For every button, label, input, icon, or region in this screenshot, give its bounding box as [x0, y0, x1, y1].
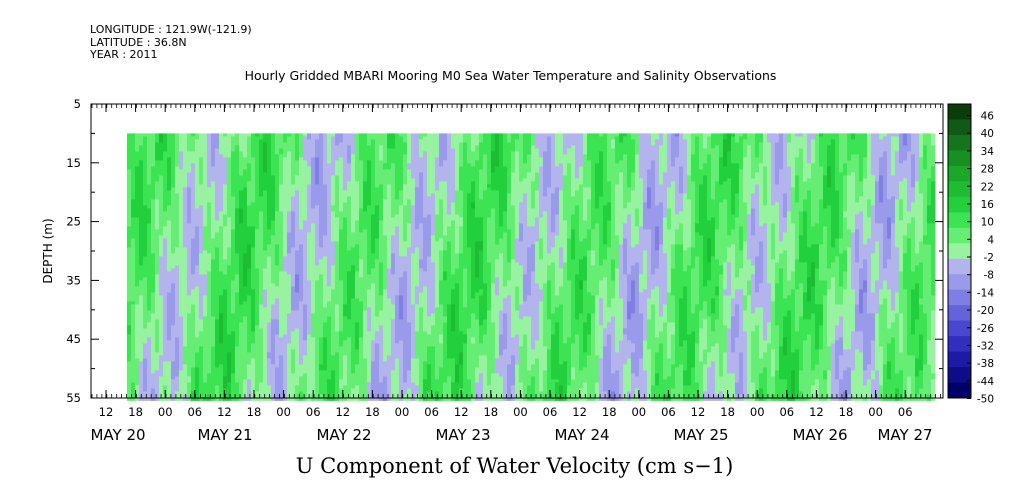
x-tick-label: 12 [217, 405, 232, 419]
x-tick-label: 12 [572, 405, 587, 419]
metadata-block: LONGITUDE : 121.9W(-121.9) LATITUDE : 36… [90, 23, 252, 62]
x-date-label: MAY 27 [877, 426, 932, 444]
colorbar-swatch [948, 196, 971, 213]
x-tick-label: 00 [631, 405, 646, 419]
x-tick-label: 00 [395, 405, 410, 419]
colorbar-label: -2 [984, 252, 994, 264]
colorbar-swatch [948, 382, 971, 399]
x-date-label: MAY 20 [90, 426, 145, 444]
year-label: YEAR : 2011 [90, 48, 158, 61]
colorbar-label: 16 [981, 199, 995, 211]
y-tick-label: 45 [66, 332, 81, 346]
y-tick-label: 35 [66, 273, 81, 287]
x-tick-label: 00 [750, 405, 765, 419]
x-tick-label: 12 [691, 405, 706, 419]
colorbar-label: -26 [977, 323, 994, 335]
longitude-label: LONGITUDE : 121.9W(-121.9) [90, 23, 252, 36]
x-tick-label: 18 [365, 405, 380, 419]
colorbar-swatch [948, 181, 971, 198]
colorbar-label: 10 [981, 217, 994, 229]
x-tick-label: 18 [483, 405, 498, 419]
latitude-label: LATITUDE : 36.8N [90, 35, 187, 49]
x-tick-label: 06 [543, 405, 558, 419]
colorbar-swatch [948, 243, 971, 260]
x-tick-label: 06 [661, 405, 676, 419]
x-tick-label: 06 [187, 405, 202, 419]
colorbar-swatch [948, 227, 971, 244]
x-date-label: MAY 23 [435, 426, 490, 444]
colorbar-swatch [948, 305, 971, 322]
x-tick-label: 00 [276, 405, 291, 419]
colorbar-swatch [948, 104, 971, 120]
x-minor-ticks [91, 104, 941, 398]
colorbar-swatch [948, 119, 971, 136]
colorbar-swatch [948, 258, 971, 275]
x-tick-label: 06 [898, 405, 913, 419]
colorbar-label: -8 [984, 270, 994, 282]
x-tick-label: 12 [809, 405, 824, 419]
x-date-label: MAY 25 [673, 426, 728, 444]
colorbar-label: -50 [977, 394, 994, 406]
x-tick-label: 18 [247, 405, 262, 419]
colorbar-label: -32 [977, 340, 994, 352]
colorbar-label: 40 [981, 128, 994, 140]
heatmap-field [127, 133, 936, 401]
colorbar-swatch [948, 134, 971, 151]
colorbar-label: 34 [981, 146, 995, 158]
colorbar-label: -14 [977, 287, 994, 299]
y-tick-label: 15 [66, 156, 81, 170]
x-date-label: MAY 21 [197, 426, 252, 444]
x-tick-label: 12 [335, 405, 350, 419]
colorbar-swatch [948, 336, 971, 352]
colorbar-swatch [948, 367, 971, 383]
colorbar-frame [947, 103, 972, 399]
x-date-label: MAY 24 [554, 426, 609, 444]
colorbar-label: 46 [981, 111, 995, 123]
y-tick-label: 25 [66, 215, 81, 229]
colorbar-swatch [948, 212, 971, 229]
x-tick-label: 06 [306, 405, 321, 419]
y-tick-label: 5 [74, 97, 81, 111]
x-tick-label: 18 [602, 405, 617, 419]
colorbar-swatch [948, 351, 971, 368]
x-axis-title: U Component of Water Velocity (cm s−1) [295, 454, 734, 478]
x-tick-label: 00 [513, 405, 528, 419]
x-tick-label: 18 [720, 405, 735, 419]
chart-title: Hourly Gridded MBARI Mooring M0 Sea Wate… [244, 68, 777, 83]
y-axis-title: DEPTH (m) [41, 218, 55, 283]
colorbar-label: 4 [987, 234, 994, 246]
y-tick-label: 55 [66, 391, 81, 405]
x-tick-label: 00 [868, 405, 883, 419]
colorbar-swatch [948, 165, 971, 182]
x-tick-label: 06 [779, 405, 794, 419]
colorbar-swatch [948, 274, 971, 291]
colorbar-swatch [948, 150, 971, 167]
colorbar-label: 22 [981, 181, 994, 193]
x-tick-label: 06 [424, 405, 439, 419]
x-tick-label: 18 [839, 405, 854, 419]
colorbar-label: -38 [977, 358, 994, 370]
x-tick-label: 12 [454, 405, 469, 419]
colorbar-swatch [948, 320, 971, 337]
colorbar-label: -44 [977, 376, 994, 388]
colorbar-label: -20 [977, 305, 994, 317]
x-tick-label: 12 [99, 405, 114, 419]
x-tick-label: 18 [128, 405, 143, 419]
x-date-label: MAY 26 [792, 426, 847, 444]
colorbar-label: 28 [981, 164, 994, 176]
x-tick-label: 00 [158, 405, 173, 419]
x-date-label: MAY 22 [316, 426, 371, 444]
colorbar-swatch [948, 289, 971, 306]
